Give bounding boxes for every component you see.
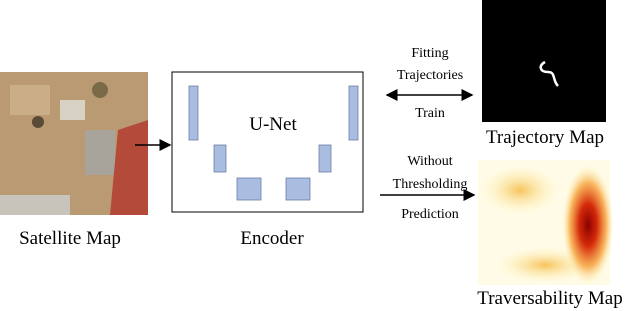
arrow-text: Thresholding	[393, 177, 468, 192]
arrow-text: Fitting	[411, 46, 448, 61]
trajectory-label: Trajectory Map	[486, 127, 604, 148]
encoder-label: Encoder	[240, 228, 304, 249]
trajectory-image	[482, 0, 606, 122]
arrow-text: Prediction	[401, 207, 459, 222]
traversability-image	[478, 160, 614, 285]
satellite-image	[0, 72, 148, 215]
satellite-label: Satellite Map	[19, 228, 121, 249]
arrow-text: Trajectories	[397, 68, 463, 83]
arrow-text: Train	[415, 106, 445, 121]
unet-layers	[188, 85, 359, 201]
traversability-label: Traversability Map	[477, 288, 622, 309]
trajectory-path	[539, 60, 559, 87]
model-name: U-Net	[249, 114, 297, 135]
arrow-text: Without	[407, 154, 452, 169]
encoder-box	[171, 71, 364, 213]
